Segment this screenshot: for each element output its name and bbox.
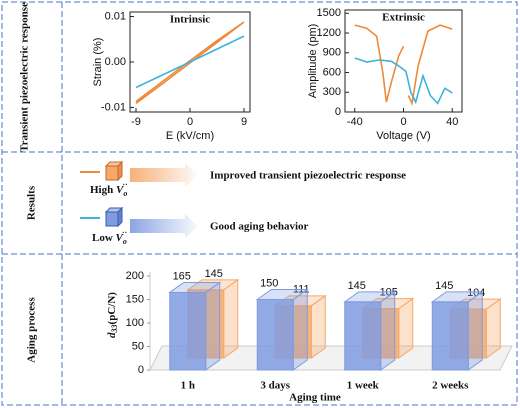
cube-icon — [104, 160, 124, 182]
x-axis-label: Aging time — [289, 392, 341, 404]
value-label: 145 — [348, 280, 366, 292]
bar-side — [310, 294, 326, 359]
x-tick-label: 1 h — [181, 380, 195, 392]
chart-title: Intrinsic — [170, 14, 210, 26]
result-text: Good aging behavior — [210, 221, 309, 233]
y-tick-label: 0.01 — [105, 10, 126, 22]
y-tick-label: 100 — [126, 317, 144, 329]
bar-side — [467, 290, 483, 371]
floor — [149, 345, 513, 371]
row-label: Transient piezoelectric response — [19, 2, 31, 152]
result-text: Improved transient piezoelectric respons… — [210, 170, 406, 182]
series-line — [354, 24, 453, 107]
x-tick-label: 0 — [187, 116, 193, 128]
bar — [169, 291, 207, 371]
value-label: 165 — [173, 270, 191, 282]
bar-side — [205, 281, 221, 371]
bar — [431, 301, 469, 371]
y-axis-label: Strain (%) — [92, 38, 104, 87]
arrow — [130, 214, 198, 238]
chart-title: Extrinsic — [382, 12, 425, 24]
series-line — [354, 57, 453, 105]
bar-side — [223, 278, 239, 359]
x-tick-label: 2 weeks — [432, 380, 469, 392]
cube-icon — [104, 206, 124, 228]
y-tick-label: 600 — [323, 66, 341, 78]
y-tick-label: 0 — [138, 364, 144, 376]
y-tick-label: 1200 — [317, 27, 341, 39]
y-tick-label: 200 — [126, 270, 144, 282]
x-tick-label: 1 week — [347, 380, 380, 392]
x-tick-label: 40 — [446, 116, 458, 128]
value-label: 145 — [435, 280, 453, 292]
value-label: 104 — [467, 287, 485, 299]
bar-side — [292, 288, 308, 371]
y-tick-label: 1500 — [317, 7, 341, 19]
x-axis-label: E (kV/cm) — [166, 130, 214, 142]
high-label: High Vo·· — [90, 180, 128, 198]
value-label: 105 — [380, 287, 398, 299]
x-tick-label: 3 days — [260, 380, 290, 392]
y-tick-label: 150 — [126, 293, 144, 305]
x-tick-label: 0 — [400, 116, 406, 128]
y-axis-label: Amplitude (pm) — [307, 24, 319, 99]
y-tick-label: 900 — [323, 47, 341, 59]
low-label: Low Vo·· — [92, 228, 127, 246]
x-tick-label: -9 — [131, 116, 141, 128]
y-tick-label: -0.01 — [101, 101, 126, 113]
bar — [256, 299, 294, 371]
x-tick-label: 9 — [241, 116, 247, 128]
value-label: 145 — [205, 268, 223, 280]
bar — [344, 301, 382, 371]
row-label: Aging process — [26, 297, 38, 363]
bar-side — [380, 290, 396, 371]
y-axis-label: d33(pC/N) — [106, 292, 119, 338]
series-line — [135, 21, 245, 105]
y-tick-label: 50 — [132, 340, 144, 352]
row-label: Results — [26, 185, 38, 220]
series-line — [135, 35, 245, 89]
value-label: 150 — [260, 277, 278, 289]
y-tick-label: 300 — [323, 86, 341, 98]
y-tick-label: 0 — [335, 106, 341, 118]
arrow — [130, 163, 198, 187]
x-tick-label: -40 — [347, 116, 363, 128]
x-axis-label: Voltage (V) — [376, 130, 430, 142]
y-tick-label: 0.00 — [105, 56, 126, 68]
